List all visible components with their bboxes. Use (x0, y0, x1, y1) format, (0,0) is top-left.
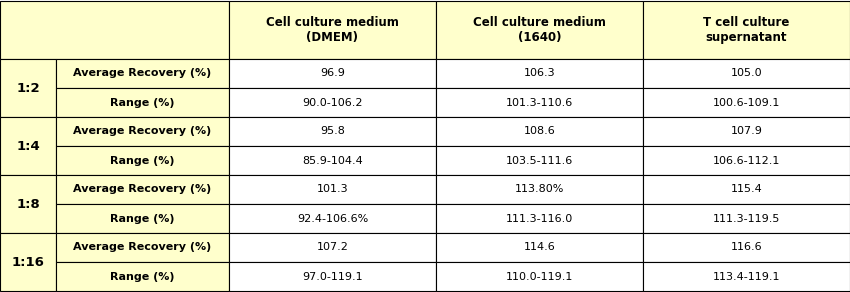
Text: 85.9-104.4: 85.9-104.4 (302, 156, 363, 166)
Bar (56, 117, 229, 146)
Bar (56, 59, 229, 88)
Bar (436, 88, 643, 117)
Bar (436, 1, 643, 59)
Bar (0, 175, 56, 233)
Bar (56, 233, 229, 262)
Text: 1:2: 1:2 (16, 81, 40, 95)
Text: 111.3-119.5: 111.3-119.5 (713, 213, 780, 223)
Text: 101.3-110.6: 101.3-110.6 (506, 98, 573, 107)
Text: 103.5-111.6: 103.5-111.6 (506, 156, 573, 166)
Bar (643, 88, 850, 117)
Text: 116.6: 116.6 (731, 242, 762, 253)
Text: 113.4-119.1: 113.4-119.1 (713, 272, 780, 281)
Text: Average Recovery (%): Average Recovery (%) (73, 69, 212, 79)
Bar (643, 1, 850, 59)
Bar (436, 262, 643, 291)
Text: 107.2: 107.2 (316, 242, 348, 253)
Text: 106.6-112.1: 106.6-112.1 (713, 156, 780, 166)
Bar (0, 59, 56, 117)
Text: Range (%): Range (%) (110, 156, 175, 166)
Bar (229, 117, 436, 146)
Bar (643, 175, 850, 204)
Text: Range (%): Range (%) (110, 213, 175, 223)
Text: Average Recovery (%): Average Recovery (%) (73, 185, 212, 194)
Bar (436, 204, 643, 233)
Bar (56, 262, 229, 291)
Text: Cell culture medium
(DMEM): Cell culture medium (DMEM) (266, 15, 399, 44)
Text: 95.8: 95.8 (320, 126, 345, 136)
Bar (643, 204, 850, 233)
Text: 111.3-116.0: 111.3-116.0 (506, 213, 573, 223)
Text: Cell culture medium
(1640): Cell culture medium (1640) (473, 15, 606, 44)
Bar (643, 262, 850, 291)
Bar (436, 146, 643, 175)
Bar (643, 146, 850, 175)
Text: Range (%): Range (%) (110, 272, 175, 281)
Text: 107.9: 107.9 (730, 126, 762, 136)
Text: T cell culture
supernatant: T cell culture supernatant (703, 15, 790, 44)
Text: 100.6-109.1: 100.6-109.1 (713, 98, 780, 107)
Text: 108.6: 108.6 (524, 126, 555, 136)
Bar (643, 233, 850, 262)
Text: 1:8: 1:8 (16, 197, 40, 211)
Bar (436, 117, 643, 146)
Text: 92.4-106.6%: 92.4-106.6% (297, 213, 368, 223)
Bar (436, 233, 643, 262)
Text: Average Recovery (%): Average Recovery (%) (73, 242, 212, 253)
Bar (643, 117, 850, 146)
Bar (229, 88, 436, 117)
Bar (229, 59, 436, 88)
Text: 1:4: 1:4 (16, 140, 40, 152)
Text: 114.6: 114.6 (524, 242, 555, 253)
Text: 90.0-106.2: 90.0-106.2 (303, 98, 363, 107)
Text: 1:16: 1:16 (12, 256, 44, 269)
Text: 96.9: 96.9 (320, 69, 345, 79)
Text: 115.4: 115.4 (731, 185, 762, 194)
Bar (436, 175, 643, 204)
Text: Range (%): Range (%) (110, 98, 175, 107)
Text: 106.3: 106.3 (524, 69, 555, 79)
Bar (229, 175, 436, 204)
Bar (0, 117, 56, 175)
Bar (229, 146, 436, 175)
Bar (229, 233, 436, 262)
Text: 110.0-119.1: 110.0-119.1 (506, 272, 573, 281)
Bar (229, 262, 436, 291)
Bar (56, 204, 229, 233)
Bar (643, 59, 850, 88)
Text: 101.3: 101.3 (317, 185, 348, 194)
Bar (0, 1, 229, 59)
Text: Average Recovery (%): Average Recovery (%) (73, 126, 212, 136)
Bar (56, 146, 229, 175)
Bar (436, 59, 643, 88)
Text: 97.0-119.1: 97.0-119.1 (303, 272, 363, 281)
Text: 105.0: 105.0 (731, 69, 762, 79)
Bar (229, 1, 436, 59)
Bar (229, 204, 436, 233)
Bar (56, 175, 229, 204)
Bar (56, 88, 229, 117)
Text: 113.80%: 113.80% (515, 185, 564, 194)
Bar (0, 233, 56, 291)
